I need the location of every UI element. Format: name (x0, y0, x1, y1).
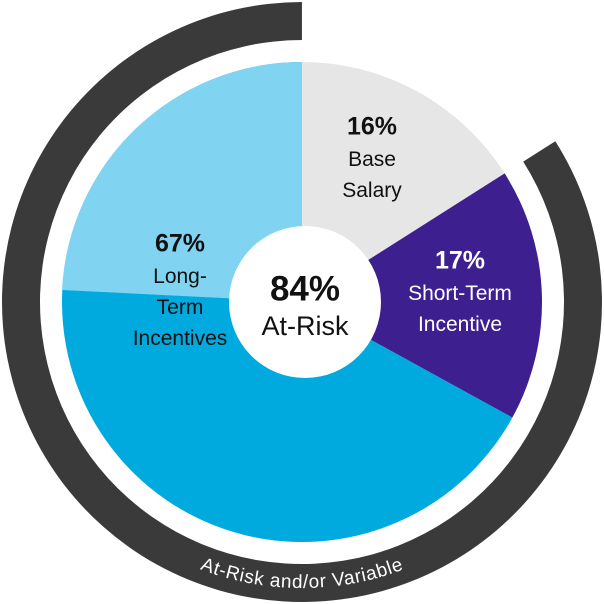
value-label: 67% (155, 230, 205, 258)
slice-highlight (62, 61, 302, 302)
slice (302, 62, 505, 302)
category-label-line: Term (157, 296, 204, 319)
category-label-line: Incentives (133, 327, 228, 350)
center-hole (229, 226, 381, 378)
category-label: Base Salary (342, 148, 402, 202)
category-label-line: Long- (153, 265, 207, 288)
center-value: 84% (270, 269, 340, 308)
category-label: Short-Term Incentive (408, 282, 512, 336)
category-label-line: Salary (342, 179, 402, 202)
slice (302, 173, 542, 418)
category-label-line: Base (348, 148, 396, 171)
category-label-line: Incentive (418, 313, 502, 336)
category-label: Long- Term Incentives (133, 265, 228, 350)
value-label: 16% (347, 113, 397, 141)
center-text: At-Risk (262, 311, 349, 341)
value-label: 17% (435, 247, 485, 275)
category-label-line: Short-Term (408, 282, 512, 305)
